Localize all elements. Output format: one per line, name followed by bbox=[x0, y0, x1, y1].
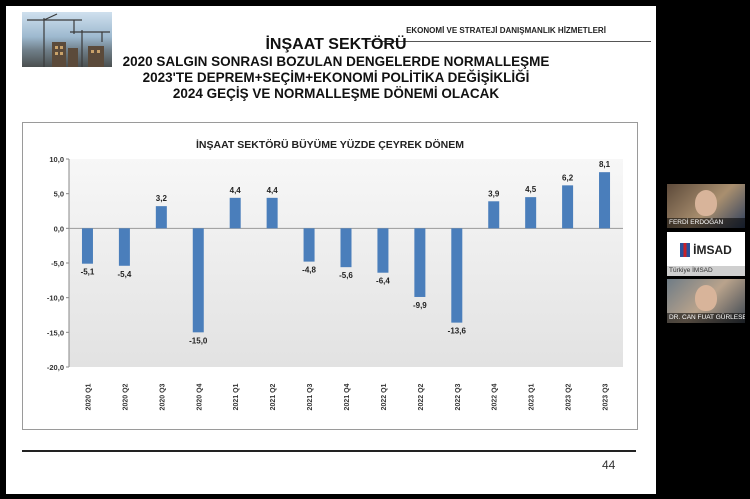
x-tick-label: 2020 Q4 bbox=[196, 383, 203, 410]
y-tick-label: -20,0 bbox=[47, 363, 64, 372]
subtitle-line-3: 2024 GEÇİŞ VE NORMALLEŞME DÖNEMİ OLACAK bbox=[172, 86, 500, 101]
crane-illustration bbox=[27, 13, 110, 67]
data-label: 3,2 bbox=[156, 194, 168, 203]
bar bbox=[266, 197, 278, 229]
construction-cranes-image bbox=[22, 12, 112, 67]
bar bbox=[303, 228, 315, 262]
x-tick-label: 2020 Q1 bbox=[85, 383, 92, 410]
slide-title: İNŞAAT SEKTÖRÜ bbox=[265, 36, 407, 53]
bar bbox=[155, 206, 167, 229]
x-tick-label: 2023 Q3 bbox=[603, 383, 610, 410]
x-tick-label: 2021 Q1 bbox=[233, 383, 240, 410]
data-label: -6,4 bbox=[376, 277, 390, 286]
bar-chart: 10,0 5,0 0,0 -5,0 -10,0 -15,0 -20,0 -5,1 2020 Q1… bbox=[47, 155, 623, 410]
company-header: EKONOMİ VE STRATEJİ DANIŞMANLIK HİZMETLE… bbox=[406, 26, 606, 35]
page-number: 44 bbox=[602, 458, 616, 472]
x-tick-label: 2021 Q3 bbox=[307, 383, 314, 410]
participant-name: FERDİ ERDOĞAN bbox=[667, 218, 745, 228]
chart-frame: İNŞAAT SEKTÖRÜ BÜYÜME YÜZDE ÇEYREK DÖNEM… bbox=[22, 122, 638, 430]
data-label: 4,4 bbox=[230, 186, 242, 195]
data-label: 4,4 bbox=[267, 186, 279, 195]
y-tick-label: -15,0 bbox=[47, 328, 64, 337]
data-label: 6,2 bbox=[562, 173, 574, 182]
bar bbox=[414, 228, 426, 297]
bar bbox=[340, 228, 352, 268]
bar bbox=[192, 228, 204, 333]
x-tick-label: 2020 Q3 bbox=[159, 383, 166, 410]
data-label: 3,9 bbox=[488, 189, 500, 198]
y-tick-label: -10,0 bbox=[47, 294, 64, 303]
imsad-logo-icon bbox=[680, 243, 691, 257]
data-label: -15,0 bbox=[189, 336, 208, 345]
x-tick-label: 2022 Q3 bbox=[455, 383, 462, 410]
participant-name: Türkiye İMSAD bbox=[667, 266, 745, 276]
x-tick-label: 2022 Q1 bbox=[381, 383, 388, 410]
x-tick-label: 2022 Q4 bbox=[492, 383, 499, 410]
data-label: -4,8 bbox=[302, 266, 316, 275]
participant-tile-ferdi[interactable]: FERDİ ERDOĞAN bbox=[667, 184, 745, 228]
x-tick-label: 2021 Q4 bbox=[344, 383, 351, 410]
data-label: -5,6 bbox=[339, 271, 353, 280]
bar bbox=[81, 228, 93, 264]
data-label: 8,1 bbox=[599, 160, 611, 169]
data-label: -9,9 bbox=[413, 301, 427, 310]
y-tick-label: 5,0 bbox=[54, 190, 64, 199]
x-tick-label: 2023 Q2 bbox=[566, 383, 573, 410]
imsad-logo-text: İMSAD bbox=[693, 243, 732, 257]
bar bbox=[377, 228, 389, 273]
subtitle-line-1: 2020 SALGIN SONRASI BOZULAN DENGELERDE N… bbox=[122, 54, 550, 69]
y-tick-label: -5,0 bbox=[51, 259, 64, 268]
x-tick-label: 2021 Q2 bbox=[270, 383, 277, 410]
bar bbox=[451, 228, 463, 323]
bar bbox=[229, 197, 241, 229]
footer-divider bbox=[22, 450, 636, 452]
bar bbox=[562, 185, 574, 229]
bar bbox=[525, 197, 537, 229]
participant-avatar bbox=[695, 190, 717, 216]
imsad-logo: İMSAD bbox=[679, 242, 733, 258]
bar bbox=[118, 228, 130, 266]
chart-title: İNŞAAT SEKTÖRÜ BÜYÜME YÜZDE ÇEYREK DÖNEM bbox=[196, 139, 464, 151]
slide-title-block: İNŞAAT SEKTÖRÜ 2020 SALGIN SONRASI BOZUL… bbox=[76, 36, 596, 102]
data-label: -13,6 bbox=[448, 327, 467, 336]
presentation-slide: EKONOMİ VE STRATEJİ DANIŞMANLIK HİZMETLE… bbox=[6, 6, 656, 494]
header-divider bbox=[366, 41, 651, 42]
data-label: -5,1 bbox=[81, 268, 95, 277]
x-tick-label: 2020 Q2 bbox=[122, 383, 129, 410]
data-label: -5,4 bbox=[118, 270, 132, 279]
participant-name: DR. CAN FUAT GÜRLESEL bbox=[667, 313, 745, 323]
data-label: 4,5 bbox=[525, 185, 537, 194]
bar bbox=[488, 201, 500, 229]
participant-tile-imsad[interactable]: İMSAD Türkiye İMSAD bbox=[667, 232, 745, 276]
participant-tile-can[interactable]: DR. CAN FUAT GÜRLESEL bbox=[667, 279, 745, 323]
x-tick-label: 2022 Q2 bbox=[418, 383, 425, 410]
x-tick-label: 2023 Q1 bbox=[529, 383, 536, 410]
y-tick-label: 0,0 bbox=[54, 224, 64, 233]
y-tick-label: 10,0 bbox=[49, 155, 64, 164]
subtitle-line-2: 2023'TE DEPREM+SEÇİM+EKONOMİ POLİTİKA DE… bbox=[142, 70, 530, 85]
participant-avatar bbox=[695, 285, 717, 311]
bar bbox=[599, 172, 611, 229]
